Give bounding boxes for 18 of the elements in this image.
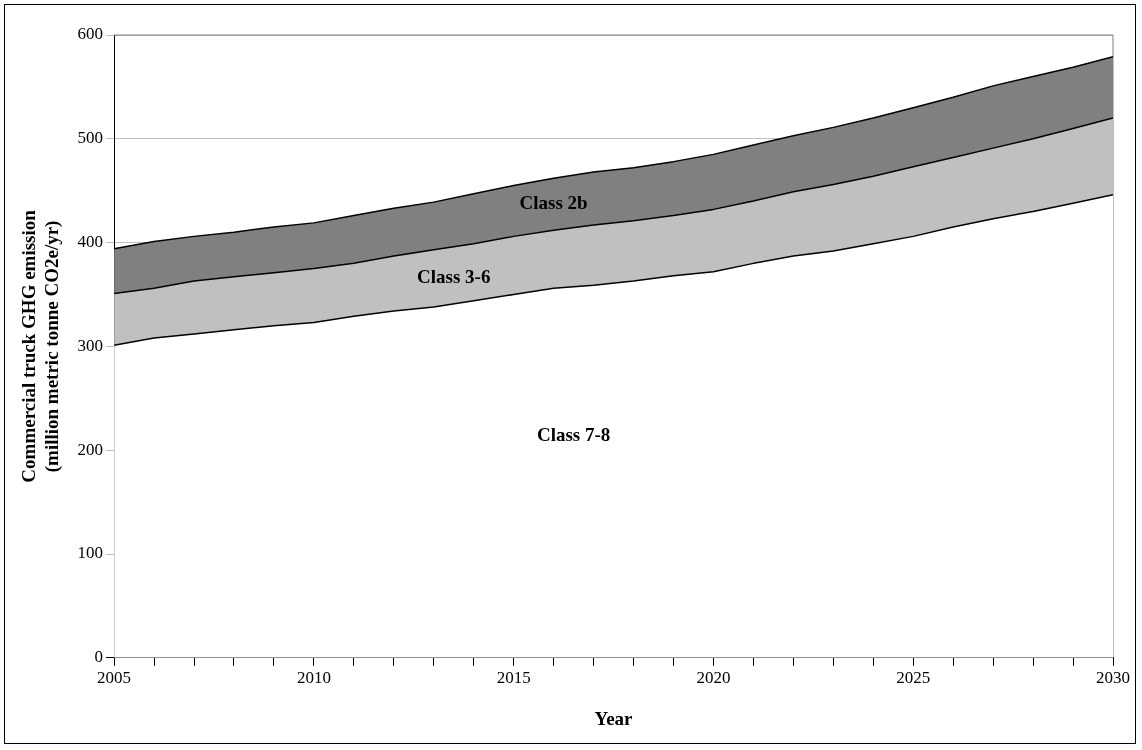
x-tick-label: 2020 (696, 668, 731, 688)
y-tick-label: 300 (77, 335, 104, 355)
x-axis-title: Year (594, 707, 634, 729)
x-tick-label: 2030 (1096, 668, 1130, 688)
y-axis-title: Commercial truck GHG emission (million metric tonne CO2e/yr) (18, 209, 64, 483)
series-label: Class 2b (519, 192, 588, 214)
y-tick-label: 600 (77, 24, 104, 44)
y-tick-label: 100 (77, 543, 104, 563)
series-label: Class 7-8 (536, 423, 611, 445)
y-tick-label: 0 (94, 647, 104, 667)
x-tick-label: 2015 (496, 668, 531, 688)
y-tick-label: 400 (77, 232, 104, 252)
x-tick-label: 2010 (296, 668, 331, 688)
x-tick-label: 2025 (896, 668, 931, 688)
y-tick-label: 200 (77, 439, 104, 459)
series-label: Class 3-6 (417, 266, 491, 288)
y-tick-label: 500 (77, 128, 104, 148)
x-tick-label: 2005 (97, 668, 132, 688)
